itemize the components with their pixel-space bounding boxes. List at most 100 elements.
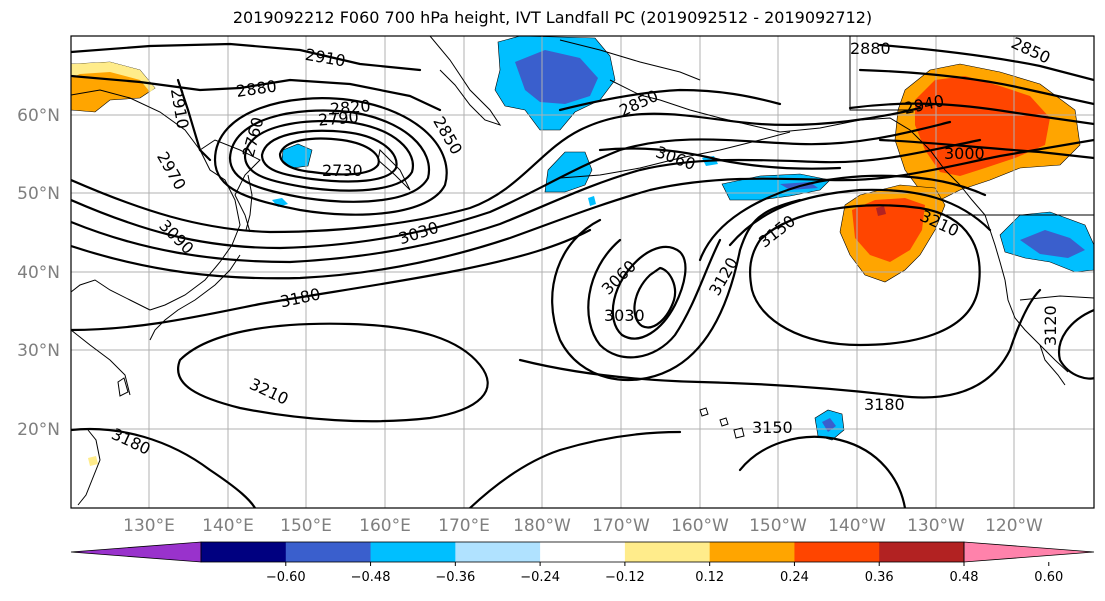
coast-japan — [149, 254, 241, 341]
coast-chukotka — [559, 39, 701, 81]
contour-3060-mid — [598, 147, 842, 170]
coast-aleutians — [559, 131, 791, 179]
contour-label: 2880 — [850, 39, 891, 58]
coast-alaska-south — [779, 117, 961, 186]
contour-3150 — [728, 188, 992, 247]
coast-taiwan — [117, 377, 129, 397]
contour-label: 3180 — [864, 395, 905, 414]
lon-label: 170°E — [438, 516, 490, 536]
contour-label: 2850 — [429, 113, 466, 158]
coast-hawaii3 — [733, 427, 745, 439]
lon-label: 130°W — [907, 516, 965, 536]
lon-label: 150°W — [749, 516, 807, 536]
coast-china-south — [71, 329, 131, 396]
contour-label: 2880 — [235, 76, 278, 100]
shade-blue-small2 — [588, 196, 596, 206]
contour-low-2 — [228, 109, 431, 203]
lat-label: 30°N — [17, 341, 60, 361]
contour-trough-3060 — [611, 245, 687, 340]
contour-2880-west — [71, 74, 442, 112]
shade-blue-small1 — [272, 198, 288, 207]
lon-label: 120°W — [985, 516, 1043, 536]
contour-2910-north — [71, 42, 422, 72]
contour-3090 — [71, 138, 1094, 280]
contour-label: 2970 — [153, 148, 190, 193]
longitude-labels: 130°E 140°E 150°E 160°E 170°E 180°W 170°… — [123, 516, 1043, 536]
coast-us-border — [1019, 295, 1094, 301]
contour-ridge-3210 — [749, 204, 981, 347]
coast-philippines — [77, 429, 101, 506]
contour-3210-south — [177, 322, 489, 423]
lat-label: 60°N — [17, 106, 60, 126]
map-frame — [70, 35, 1095, 509]
contour-3120 — [698, 174, 987, 262]
contour-2850-mid — [558, 88, 782, 112]
contour-label: 3030 — [604, 306, 645, 325]
shade-royal-us — [1020, 230, 1085, 258]
contour-label: 3210 — [247, 374, 292, 408]
shade-red-california — [852, 198, 925, 262]
lat-label: 50°N — [17, 184, 60, 204]
shade-khaki-siberia — [71, 62, 155, 92]
contour-low-4 — [260, 129, 398, 183]
coast-asia-north — [71, 89, 241, 311]
lon-label: 170°W — [592, 516, 650, 536]
lon-label: 160°W — [671, 516, 729, 536]
latitude-labels: 60°N 50°N 40°N 30°N 20°N — [17, 106, 60, 440]
contour-label: 3060 — [653, 142, 698, 174]
contour-2730 — [278, 137, 380, 176]
contour-zone-2 — [71, 120, 952, 250]
height-contours — [71, 42, 1094, 508]
contour-label: 2910 — [167, 87, 193, 130]
contour-3180-far — [468, 430, 682, 508]
graticule — [71, 36, 1094, 508]
shade-royal-kamchatka — [515, 50, 598, 104]
shade-blue-aleutian — [544, 151, 593, 193]
coast-hawaii1 — [699, 407, 709, 417]
lon-label: 180°W — [513, 516, 571, 536]
contour-label: 2820 — [329, 96, 371, 118]
contour-label: 2730 — [322, 161, 363, 180]
contour-3030 — [633, 266, 677, 329]
contour-3180-west — [71, 228, 592, 332]
contour-label: 3180 — [278, 284, 322, 311]
shade-khaki-philippines — [88, 456, 98, 466]
coast-china — [71, 279, 151, 311]
contour-low-outer — [213, 97, 448, 216]
contour-label: 3000 — [944, 144, 985, 163]
contour-3000-ne — [878, 138, 1094, 160]
contour-3180-south — [71, 427, 257, 508]
lon-label: 160°E — [359, 516, 411, 536]
contour-low-3 — [243, 119, 415, 192]
coast-kamchatka-main — [429, 36, 502, 126]
contour-zone-1 — [71, 106, 922, 234]
lon-label: 140°W — [828, 516, 886, 536]
contour-2850-ne — [878, 43, 1094, 82]
contour-label: 3150 — [752, 418, 793, 437]
coast-sakhalin — [245, 174, 253, 231]
contour-zone-3 — [71, 138, 982, 264]
shade-firebrick-spot — [876, 206, 886, 216]
contour-2910-west — [176, 78, 212, 162]
coast-hawaii2 — [719, 417, 729, 427]
lon-label: 130°E — [123, 516, 175, 536]
contour-2880-ne — [858, 68, 1094, 106]
ivt-shading-layer — [71, 36, 1094, 466]
contour-label: 3120 — [1041, 305, 1060, 346]
lat-label: 40°N — [17, 263, 60, 283]
contour-3180-east — [518, 288, 1042, 399]
coastlines — [71, 36, 1094, 506]
coast-us-west — [1004, 279, 1069, 373]
contour-3120-east — [1057, 308, 1094, 380]
contour-trough-outer — [551, 198, 802, 382]
lon-label: 150°E — [280, 516, 332, 536]
lat-label: 20°N — [17, 420, 60, 440]
contour-2940-ne — [848, 102, 1094, 126]
contour-label: 2790 — [317, 107, 359, 129]
contour-3150-south — [738, 435, 907, 508]
coast-baja — [1039, 344, 1066, 386]
contour-label: 2910 — [304, 45, 347, 71]
lon-label: 140°E — [202, 516, 254, 536]
coast-alaska-box — [849, 36, 910, 111]
contour-trough-inner1 — [587, 238, 722, 359]
